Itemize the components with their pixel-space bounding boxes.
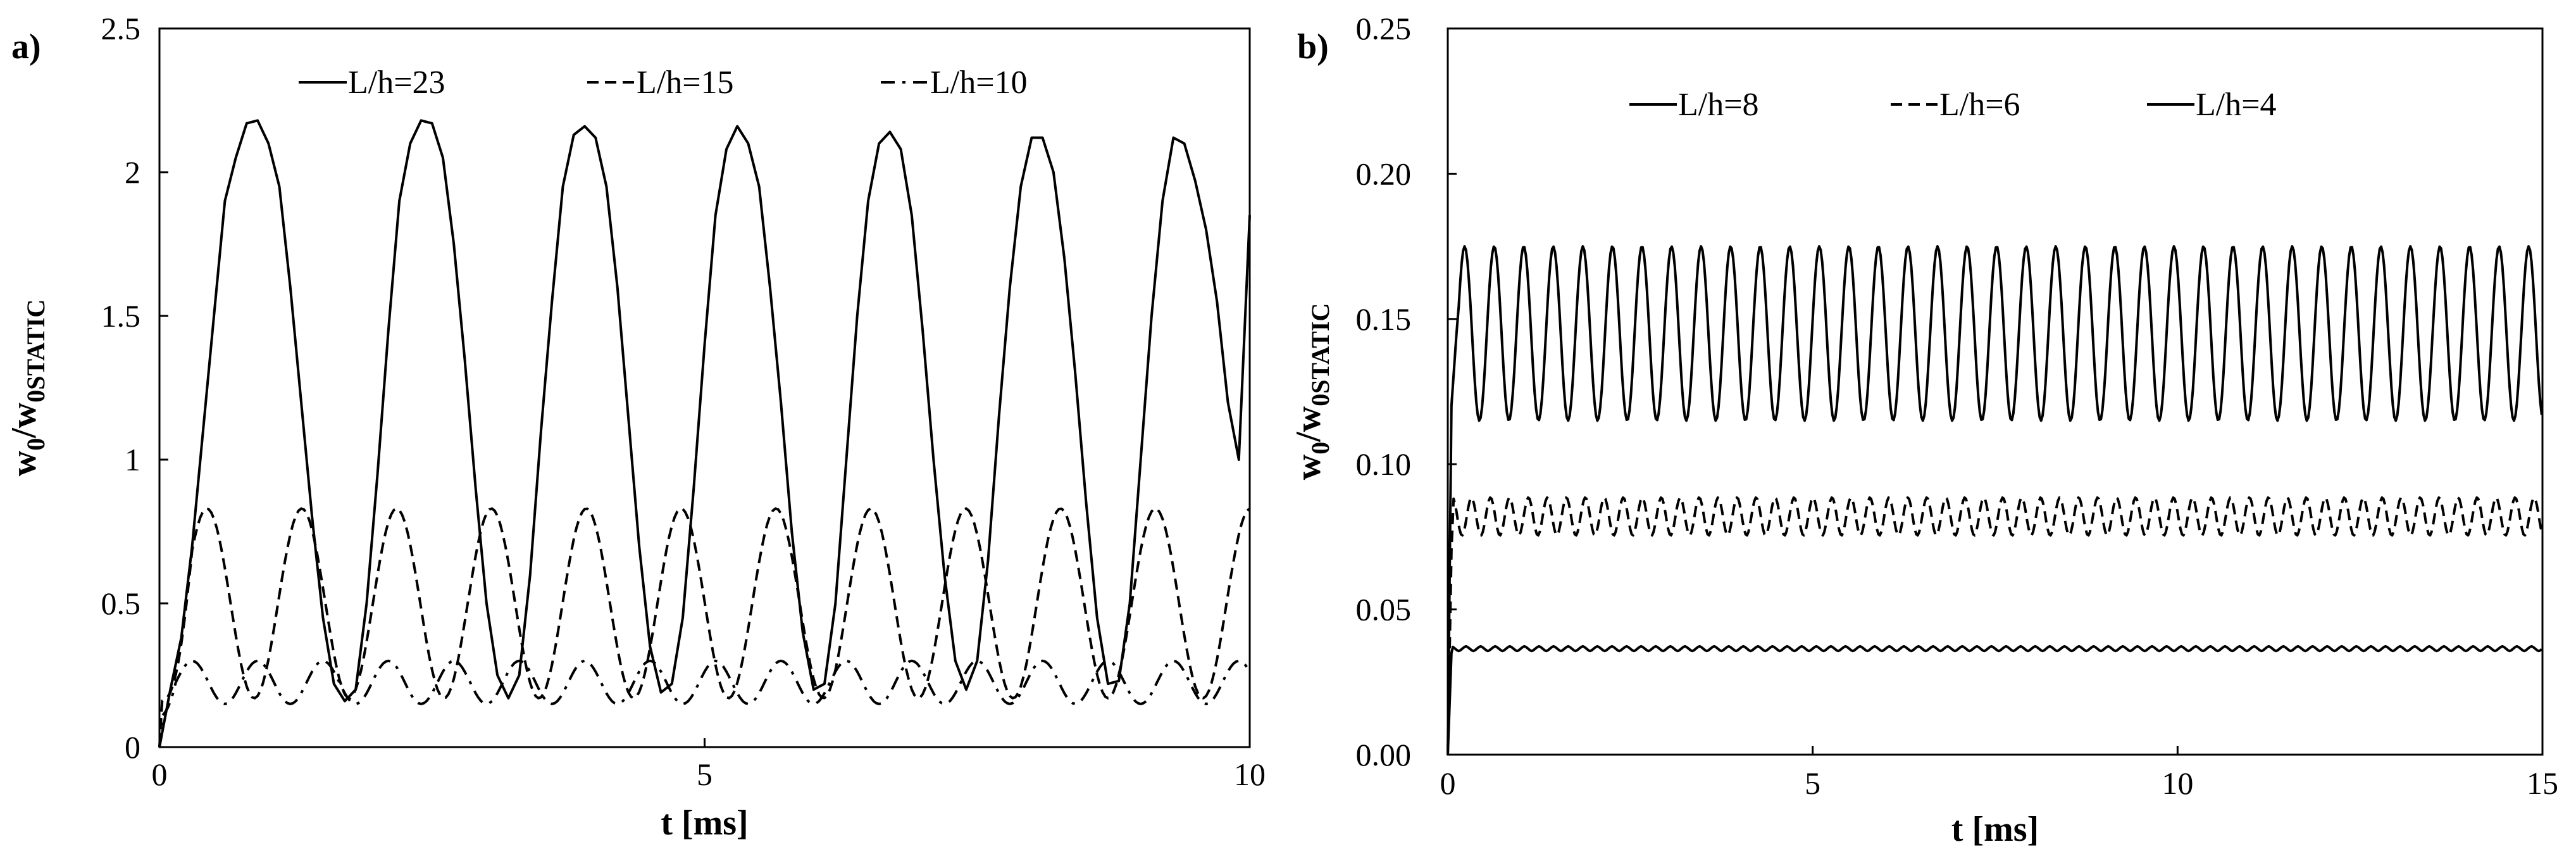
panel-a-y-axis-label-part: w: [4, 450, 44, 476]
panel-a: 00.511.522.5 0 5 10 L/h=23 L/h=15 L/h=10 a) …: [4, 11, 1266, 843]
panel-b-legend: L/h=8 L/h=6 L/h=4: [1629, 87, 2277, 123]
panel-b-y-axis-label: w0/w0STATIC: [1289, 303, 1335, 480]
legend-label: L/h=10: [930, 65, 1028, 101]
panel-a-x-axis-label: t [ms]: [661, 803, 748, 843]
panel-a-y-axis-label-part: /w: [4, 402, 44, 439]
panel-b: 0.000.050.100.150.200.25 0 5 10 15 L/h=8 L/h…: [1289, 11, 2558, 849]
panel-a-legend: L/h=23 L/h=15 L/h=10: [299, 65, 1028, 101]
x-tick-label: 0: [152, 757, 168, 792]
panel-b-y-ticks: 0.00 0.05 0.10 0.15 0.20 0.25: [1356, 11, 1457, 772]
series-line: [1447, 496, 2544, 755]
x-tick-label: 10: [2162, 765, 2193, 801]
x-tick-label: 5: [697, 757, 712, 792]
panel-a-series: [158, 119, 1251, 748]
panel-b-label: b): [1297, 27, 1329, 66]
panel-b-y-axis-label-part: 0: [1306, 442, 1335, 455]
legend-label: L/h=4: [2196, 87, 2277, 123]
legend-label: L/h=8: [1678, 87, 1759, 123]
series-line: [1447, 645, 2543, 755]
y-tick-label: 1.5: [101, 298, 141, 334]
y-tick-label: 2: [125, 154, 140, 190]
series-line: [158, 507, 1251, 748]
x-tick-label: 5: [1805, 765, 1820, 801]
panel-b-series: [1447, 245, 2544, 755]
panel-a-y-axis-label: w0/w0STATIC: [4, 299, 50, 476]
x-tick-label: 0: [1440, 765, 1456, 801]
panel-b-y-axis-label-part: w: [1289, 454, 1328, 480]
panel-b-plot-frame: [1447, 27, 2544, 756]
panel-a-plot-frame: [158, 27, 1251, 748]
y-tick-label: 0.15: [1356, 301, 1412, 337]
legend-label: L/h=6: [1939, 87, 2020, 123]
panel-b-x-axis-label: t [ms]: [1951, 810, 2039, 849]
legend-label: L/h=15: [637, 65, 734, 101]
panel-a-y-axis-label-part: 0: [22, 438, 50, 451]
x-tick-label: 15: [2527, 765, 2558, 801]
y-tick-label: 0.05: [1356, 592, 1412, 627]
panel-a-x-ticks: 0 5 10: [152, 738, 1266, 792]
panel-a-label: a): [11, 27, 41, 66]
y-tick-label: 0.10: [1356, 446, 1412, 482]
y-tick-label: 2.5: [101, 11, 141, 46]
panel-a-y-ticks: 0 0.5 1 1.5 2 2.5: [101, 11, 168, 765]
y-tick-label: 0.25: [1356, 11, 1412, 46]
panel-a-y-axis-label-part: 0STATIC: [22, 299, 50, 403]
series-line: [158, 119, 1251, 748]
y-tick-label: 0.20: [1356, 156, 1412, 191]
legend-label: L/h=23: [348, 65, 445, 101]
y-tick-label: 0.00: [1356, 737, 1412, 772]
y-tick-label: 0: [125, 729, 140, 765]
series-line: [1447, 245, 2543, 755]
panel-b-y-axis-label-part: /w: [1289, 406, 1328, 443]
y-tick-label: 1: [125, 442, 140, 477]
x-tick-label: 10: [1234, 757, 1266, 792]
series-line: [158, 659, 1251, 748]
panel-b-x-ticks: 0 5 10 15: [1440, 746, 2558, 801]
y-tick-label: 0.5: [101, 586, 141, 621]
panel-b-y-axis-label-part: 0STATIC: [1306, 303, 1335, 406]
